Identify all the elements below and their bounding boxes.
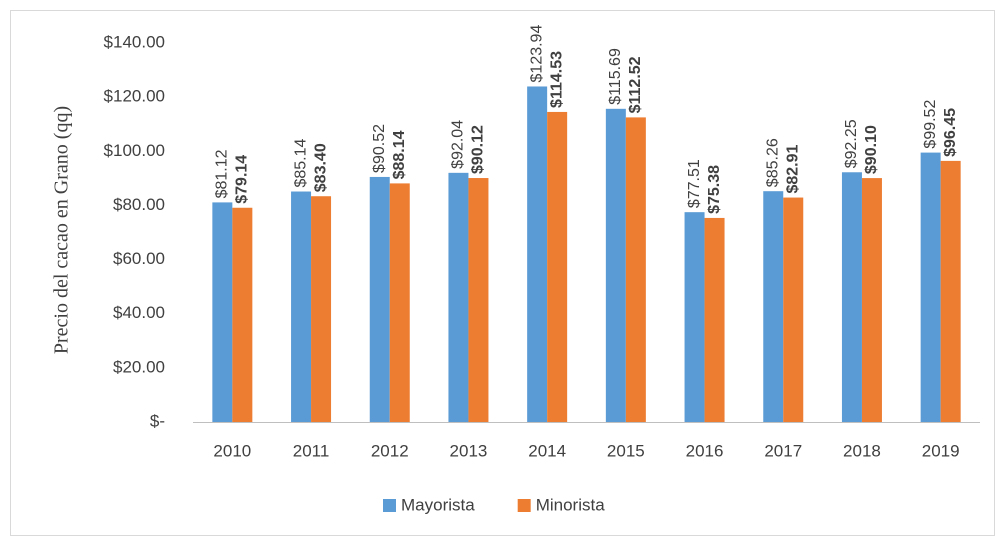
bar (940, 160, 961, 423)
data-label: $75.38 (706, 165, 723, 214)
y-tick-label: $140.00 (104, 32, 165, 51)
bar (389, 183, 410, 422)
data-label: $123.94 (528, 25, 545, 83)
bar (920, 152, 941, 422)
bar (605, 108, 626, 423)
data-label: $85.14 (292, 138, 309, 187)
chart-border (10, 10, 995, 536)
data-label: $90.12 (470, 125, 487, 174)
bar (291, 191, 312, 422)
x-tick-label: 2017 (764, 441, 802, 460)
data-label: $82.91 (784, 145, 801, 194)
data-label: $90.10 (863, 125, 880, 174)
bar (468, 178, 489, 422)
data-label: $115.69 (607, 48, 624, 105)
x-tick-label: 2018 (843, 441, 881, 460)
bar (527, 86, 548, 422)
bar (232, 207, 253, 422)
bar (448, 172, 469, 422)
y-axis-title: Precio del cacao en Grano (qq) (51, 106, 73, 354)
y-tick-label: $40.00 (113, 303, 165, 322)
bar (861, 178, 882, 422)
data-label: $112.52 (627, 56, 644, 113)
data-label: $114.53 (548, 51, 565, 108)
data-label: $96.45 (942, 108, 959, 157)
legend-label: Minorista (536, 495, 606, 514)
y-tick-label: $80.00 (113, 195, 165, 214)
bar (763, 191, 784, 422)
y-tick-label: $100.00 (104, 141, 165, 160)
data-label: $92.25 (843, 119, 860, 168)
data-label: $81.12 (214, 149, 231, 198)
bar (311, 196, 332, 422)
bar (783, 197, 804, 422)
x-tick-label: 2012 (371, 441, 409, 460)
bar (369, 176, 390, 422)
y-tick-label: $20.00 (113, 357, 165, 376)
bar (547, 111, 568, 422)
x-tick-label: 2010 (213, 441, 251, 460)
bar (684, 212, 705, 422)
x-tick-label: 2013 (450, 441, 488, 460)
y-tick-label: $60.00 (113, 249, 165, 268)
y-tick-label: $120.00 (104, 87, 165, 106)
y-tick-label: $- (150, 411, 165, 430)
bar (212, 202, 233, 422)
data-label: $79.14 (234, 155, 251, 204)
bar (841, 172, 862, 422)
x-tick-label: 2016 (686, 441, 724, 460)
data-label: $99.52 (922, 100, 939, 149)
data-label: $88.14 (391, 130, 408, 179)
data-label: $83.40 (312, 143, 329, 192)
bar (625, 117, 646, 423)
x-tick-label: 2019 (922, 441, 960, 460)
data-label: $77.51 (686, 159, 703, 208)
x-tick-label: 2014 (528, 441, 566, 460)
legend-swatch (517, 499, 531, 512)
x-tick-label: 2011 (293, 441, 330, 460)
data-label: $92.04 (450, 120, 467, 169)
data-label: $90.52 (371, 124, 388, 173)
bar (704, 217, 725, 422)
data-label: $85.26 (764, 138, 781, 187)
legend-swatch (383, 499, 396, 512)
legend-label: Mayorista (401, 495, 475, 514)
x-tick-label: 2015 (607, 441, 645, 460)
